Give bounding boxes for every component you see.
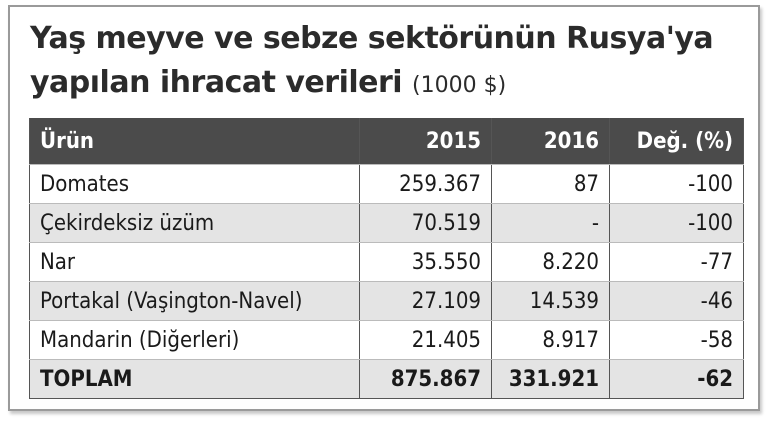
product-cell: TOPLAM <box>29 359 360 399</box>
column-header: Ürün <box>29 118 360 165</box>
table-row: Çekirdeksiz üzüm 70.519- -100 <box>29 203 744 243</box>
value-cell: 8.917 <box>491 320 610 360</box>
title-line: yapılan ihracat verileri (1000 $) <box>30 65 506 100</box>
table-row: Portakal (Vaşington-Navel) 27.109 14.539 -4… <box>29 281 744 321</box>
value-cell: -100 <box>609 203 744 243</box>
unit: (1000 $) <box>412 73 507 98</box>
title: Yaş meyve ve sebze sektörünün Rusya'ya <box>30 21 714 56</box>
column-header: 2015 <box>359 118 492 165</box>
column-header: 2016 <box>491 118 610 165</box>
value-cell: -58 <box>609 320 744 360</box>
table-row: Nar 35.550 8.220 -77 <box>29 242 744 282</box>
column-header: Değ. (%) <box>609 118 744 165</box>
header-row: Ürün 2015 2016 Değ. (%) <box>29 118 744 165</box>
table-row: Domates 259.367 87 -100 <box>29 164 744 204</box>
value-cell: -62 <box>609 359 744 399</box>
value-cell: 35.550 <box>359 242 492 282</box>
value-cell: 21.405 <box>359 320 492 360</box>
product-cell: Mandarin (Diğerleri) <box>29 320 360 360</box>
data-table: Ürün 2015 2016 Değ. (%) Domates 259.367 87 -10… <box>29 118 744 399</box>
value-cell: 14.539 <box>491 281 610 321</box>
value-cell: -100 <box>609 164 744 204</box>
value-cell: 27.109 <box>359 281 492 321</box>
value-cell: -46 <box>609 281 744 321</box>
product-cell: Nar <box>29 242 360 282</box>
value-cell: 875.867 <box>359 359 492 399</box>
table-body: Domates 259.367 87 -100 Çekirdeksiz üzüm 70.5… <box>29 164 744 399</box>
value-cell: 87 <box>491 164 610 204</box>
product-cell: Domates <box>29 164 360 204</box>
value-cell: 8.220 <box>491 242 610 282</box>
table-row: Mandarin (Diğerleri) 21.405 8.917 -58 <box>29 320 744 360</box>
product-cell: Portakal (Vaşington-Navel) <box>29 281 360 321</box>
table-row: TOPLAM 875.867 331.921 -62 <box>29 359 744 399</box>
title-line2: yapılan ihracat verileri <box>30 65 403 100</box>
value-cell: -77 <box>609 242 744 282</box>
value-cell: 70.519 <box>359 203 492 243</box>
value-cell: - <box>491 203 610 243</box>
value-cell: 259.367 <box>359 164 492 204</box>
frame: Yaş meyve ve sebze sektörünün Rusya'ya y… <box>8 5 760 411</box>
value-cell: 331.921 <box>491 359 610 399</box>
product-cell: Çekirdeksiz üzüm <box>29 203 360 243</box>
